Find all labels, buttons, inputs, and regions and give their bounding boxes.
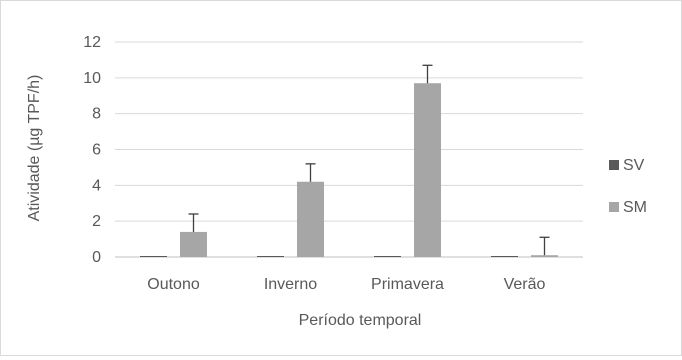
- bar-sm-0: [180, 231, 207, 257]
- gridlines: [115, 41, 583, 258]
- legend-swatch-sm: [609, 202, 619, 212]
- bar-sv-3: [491, 256, 518, 257]
- bar-sv-1: [257, 256, 284, 257]
- x-tick-labels: Outono Inverno Primavera Verão: [147, 276, 545, 293]
- error-bars: [188, 64, 550, 256]
- y-tick-label: 0: [92, 249, 101, 266]
- x-tick-label: Inverno: [264, 276, 317, 293]
- bar-sm-3: [531, 255, 558, 257]
- y-tick-label: 10: [83, 70, 101, 87]
- legend-label-sv: SV: [623, 157, 645, 174]
- bar-sv-0: [140, 256, 167, 257]
- legend-label-sm: SM: [623, 199, 647, 216]
- y-tick-label: 2: [92, 213, 101, 230]
- y-tick-labels: 0 2 4 6 8 10 12: [83, 34, 101, 266]
- legend-swatch-sv: [609, 160, 619, 170]
- bar-sv-2: [374, 256, 401, 257]
- y-tick-label: 4: [92, 177, 101, 194]
- legend: SV SM: [609, 157, 647, 216]
- x-axis-label: Período temporal: [299, 312, 422, 329]
- y-tick-label: 12: [83, 34, 101, 51]
- y-axis-label: Atividade (µg TPF/h): [26, 75, 43, 222]
- y-tick-label: 6: [92, 142, 101, 159]
- x-tick-label: Outono: [147, 276, 200, 293]
- bars: [140, 83, 558, 257]
- bar-sm-2: [414, 83, 441, 257]
- bar-sm-1: [297, 181, 324, 257]
- x-tick-label: Primavera: [371, 276, 444, 293]
- x-tick-label: Verão: [504, 276, 546, 293]
- y-tick-label: 8: [92, 106, 101, 123]
